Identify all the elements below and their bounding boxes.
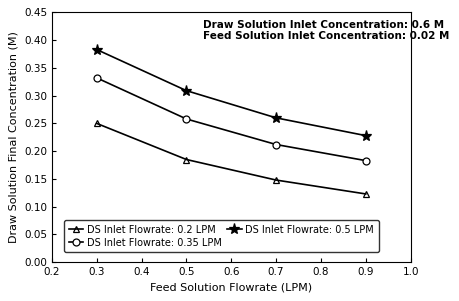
DS Inlet Flowrate: 0.5 LPM: (0.5, 0.309): 0.5 LPM: (0.5, 0.309) <box>184 89 189 92</box>
Line: DS Inlet Flowrate: 0.2 LPM: DS Inlet Flowrate: 0.2 LPM <box>93 120 369 197</box>
DS Inlet Flowrate: 0.5 LPM: (0.7, 0.26): 0.5 LPM: (0.7, 0.26) <box>273 116 279 120</box>
Line: DS Inlet Flowrate: 0.5 LPM: DS Inlet Flowrate: 0.5 LPM <box>91 44 371 141</box>
Text: Draw Solution Inlet Concentration: 0.6 M
Feed Solution Inlet Concentration: 0.02: Draw Solution Inlet Concentration: 0.6 M… <box>202 20 449 42</box>
DS Inlet Flowrate: 0.35 LPM: (0.5, 0.258): 0.35 LPM: (0.5, 0.258) <box>184 117 189 121</box>
DS Inlet Flowrate: 0.35 LPM: (0.7, 0.212): 0.35 LPM: (0.7, 0.212) <box>273 143 279 146</box>
DS Inlet Flowrate: 0.35 LPM: (0.3, 0.332): 0.35 LPM: (0.3, 0.332) <box>94 76 100 80</box>
Line: DS Inlet Flowrate: 0.35 LPM: DS Inlet Flowrate: 0.35 LPM <box>93 74 369 164</box>
Y-axis label: Draw Solution Final Concentration (M): Draw Solution Final Concentration (M) <box>8 31 18 243</box>
X-axis label: Feed Solution Flowrate (LPM): Feed Solution Flowrate (LPM) <box>150 283 312 293</box>
DS Inlet Flowrate: 0.5 LPM: (0.3, 0.383): 0.5 LPM: (0.3, 0.383) <box>94 48 100 51</box>
DS Inlet Flowrate: 0.35 LPM: (0.9, 0.183): 0.35 LPM: (0.9, 0.183) <box>363 159 369 163</box>
Legend: DS Inlet Flowrate: 0.2 LPM, DS Inlet Flowrate: 0.35 LPM, DS Inlet Flowrate: 0.5 : DS Inlet Flowrate: 0.2 LPM, DS Inlet Flo… <box>64 220 379 253</box>
DS Inlet Flowrate: 0.2 LPM: (0.9, 0.123): 0.2 LPM: (0.9, 0.123) <box>363 192 369 196</box>
DS Inlet Flowrate: 0.2 LPM: (0.7, 0.148): 0.2 LPM: (0.7, 0.148) <box>273 178 279 182</box>
DS Inlet Flowrate: 0.5 LPM: (0.9, 0.228): 0.5 LPM: (0.9, 0.228) <box>363 134 369 138</box>
DS Inlet Flowrate: 0.2 LPM: (0.3, 0.25): 0.2 LPM: (0.3, 0.25) <box>94 122 100 125</box>
DS Inlet Flowrate: 0.2 LPM: (0.5, 0.185): 0.2 LPM: (0.5, 0.185) <box>184 158 189 161</box>
